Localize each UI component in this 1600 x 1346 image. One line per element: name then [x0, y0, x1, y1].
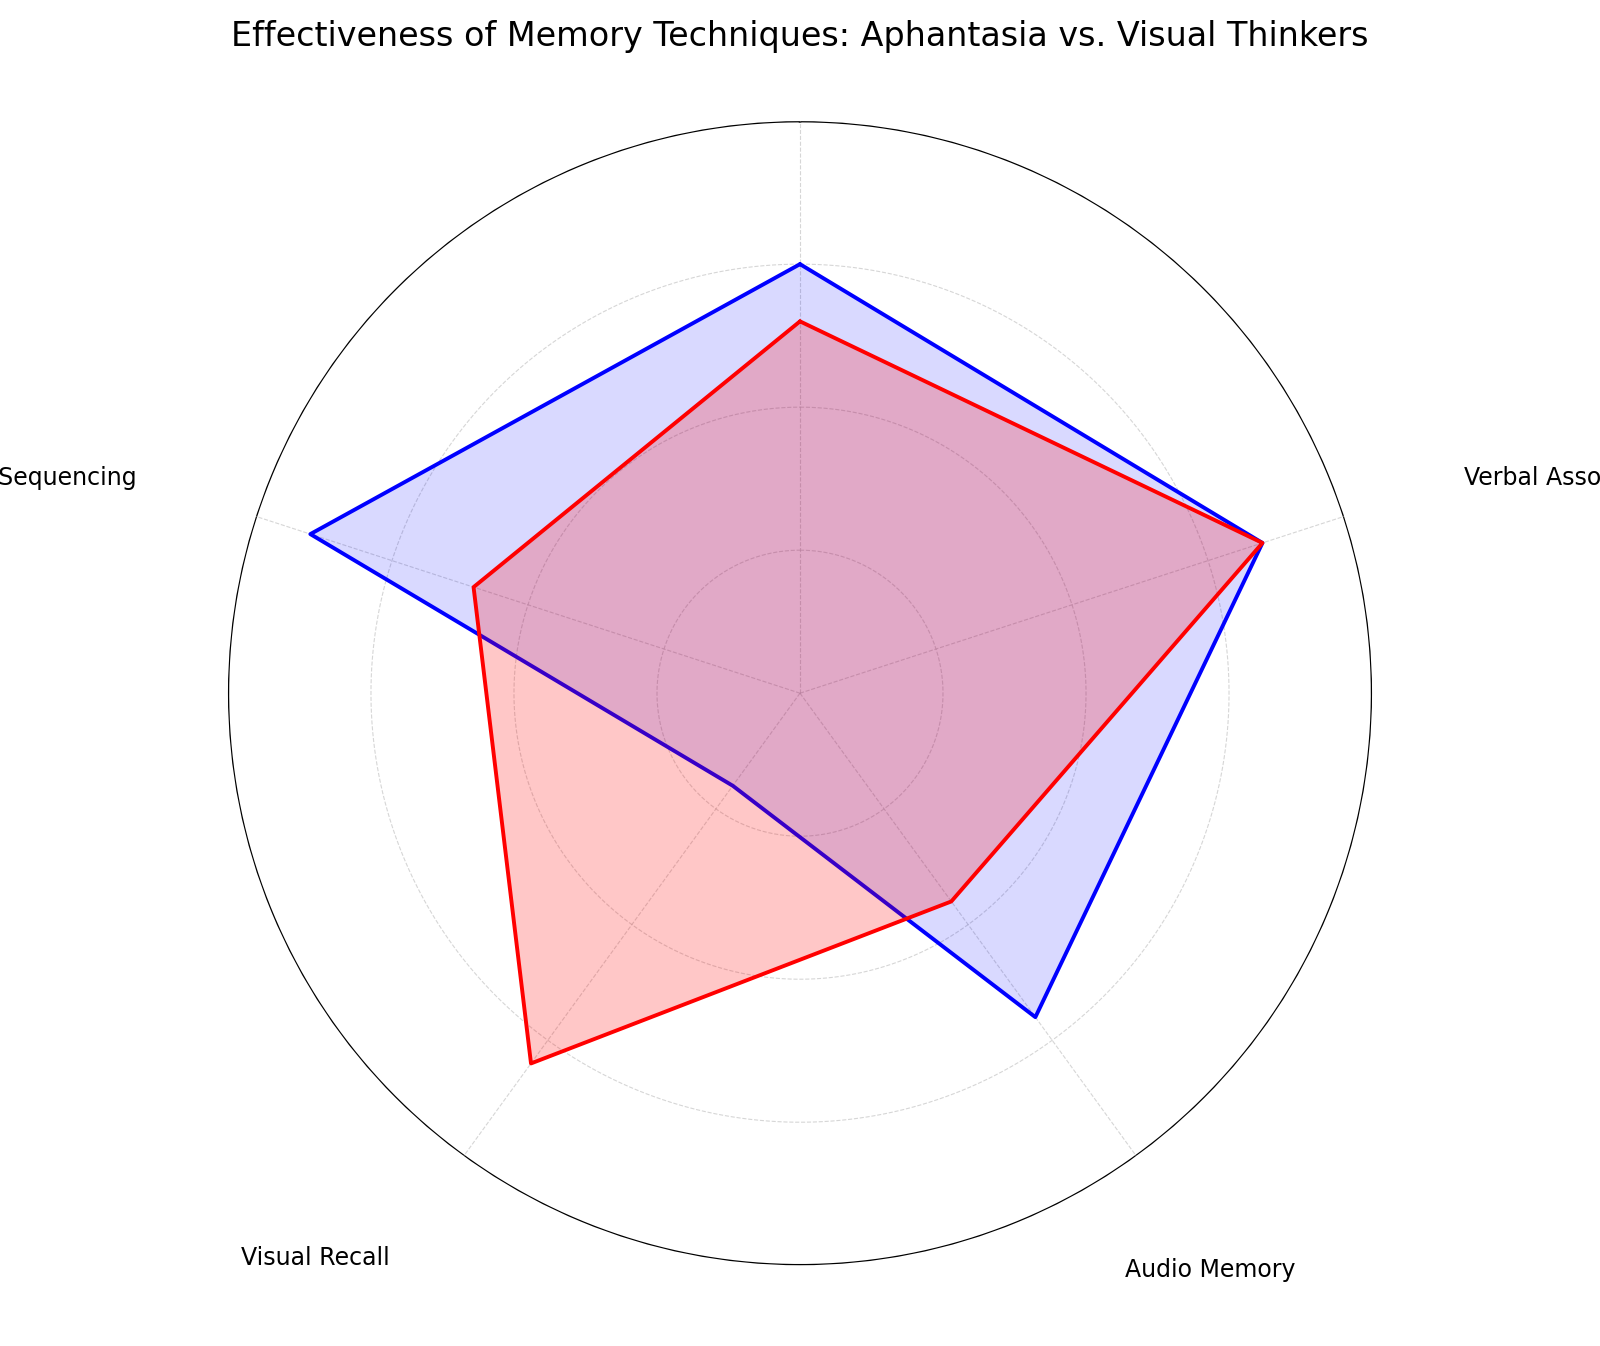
Text: Visual Recall: Visual Recall	[242, 1246, 390, 1269]
Text: Audio Memory: Audio Memory	[1125, 1257, 1296, 1281]
Polygon shape	[310, 264, 1262, 1018]
Text: Verbal Associations: Verbal Associations	[1464, 466, 1600, 490]
Text: Logical Sequencing: Logical Sequencing	[0, 466, 136, 490]
Text: Effectiveness of Memory Techniques: Aphantasia vs. Visual Thinkers: Effectiveness of Memory Techniques: Apha…	[232, 20, 1368, 54]
Polygon shape	[474, 322, 1262, 1063]
